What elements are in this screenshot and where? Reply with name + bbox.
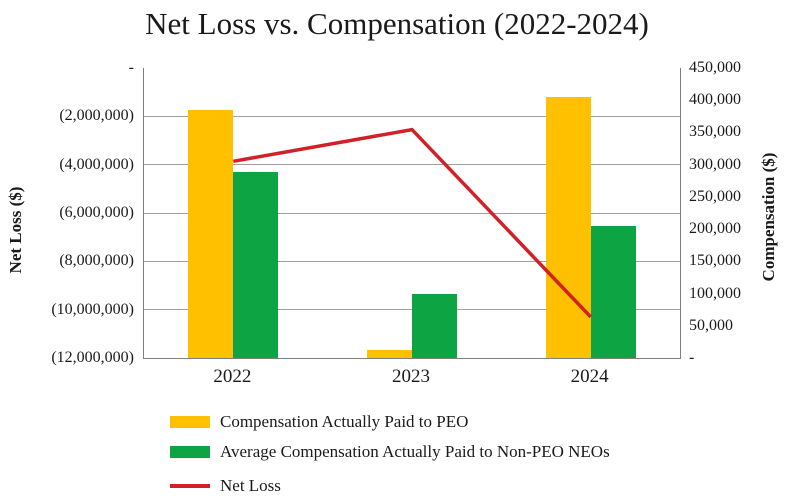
bar-non-peo-2024 — [590, 226, 636, 358]
plot-area — [143, 68, 681, 359]
right-axis-tick-label: 250,000 — [689, 187, 741, 205]
net-loss-line — [232, 127, 592, 319]
legend-label: Compensation Actually Paid to PEO — [220, 412, 469, 431]
right-axis-tick-label: 200,000 — [689, 220, 741, 238]
right-axis-tick-label: 300,000 — [689, 155, 741, 173]
left-axis-tick-label: (10,000,000) — [51, 300, 134, 318]
right-axis-tick-label: 150,000 — [689, 252, 741, 270]
right-axis-tick-label: 50,000 — [689, 316, 733, 334]
left-axis-tick-label: (2,000,000) — [59, 107, 134, 125]
left-axis-tick-label: (12,000,000) — [51, 349, 134, 366]
right-axis-title: Compensation ($) — [759, 152, 778, 282]
right-axis-tick-label: 100,000 — [689, 284, 741, 302]
bar-non-peo-2023 — [412, 294, 457, 358]
x-axis-label: 2022 — [213, 366, 252, 387]
bar-peo-2024 — [545, 97, 591, 358]
right-axis-tick-label: 400,000 — [689, 91, 741, 109]
chart-title: Net Loss vs. Compensation (2022-2024) — [145, 6, 649, 41]
bar-peo-2022 — [188, 110, 234, 358]
x-axis-label: 2023 — [392, 366, 430, 387]
legend-swatch-net-loss — [170, 484, 210, 488]
gridline — [144, 115, 680, 117]
right-axis-tick-label: - — [689, 349, 695, 366]
legend-label: Average Compensation Actually Paid to No… — [220, 442, 610, 461]
legend-label: Net Loss — [220, 476, 281, 495]
legend-swatch-non-peo — [170, 446, 210, 458]
right-axis-tick-label: 450,000 — [689, 59, 741, 76]
bar-non-peo-2022 — [233, 172, 279, 358]
left-axis-tick-label: - — [128, 59, 134, 76]
left-axis-tick-label: (8,000,000) — [59, 252, 134, 270]
gridline — [144, 164, 680, 166]
gridline — [144, 212, 680, 214]
gridline — [144, 260, 680, 262]
bar-peo-2023 — [367, 350, 412, 358]
legend-swatch-peo — [170, 416, 210, 428]
x-axis-label: 2024 — [570, 366, 609, 387]
left-axis-tick-label: (4,000,000) — [59, 155, 134, 173]
right-axis-tick-label: 350,000 — [689, 123, 741, 141]
left-axis-tick-label: (6,000,000) — [59, 204, 134, 221]
net-loss-polyline — [232, 127, 592, 319]
